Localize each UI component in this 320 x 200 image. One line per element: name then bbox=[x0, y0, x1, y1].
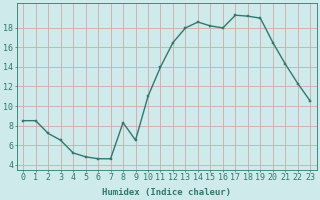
X-axis label: Humidex (Indice chaleur): Humidex (Indice chaleur) bbox=[102, 188, 231, 197]
